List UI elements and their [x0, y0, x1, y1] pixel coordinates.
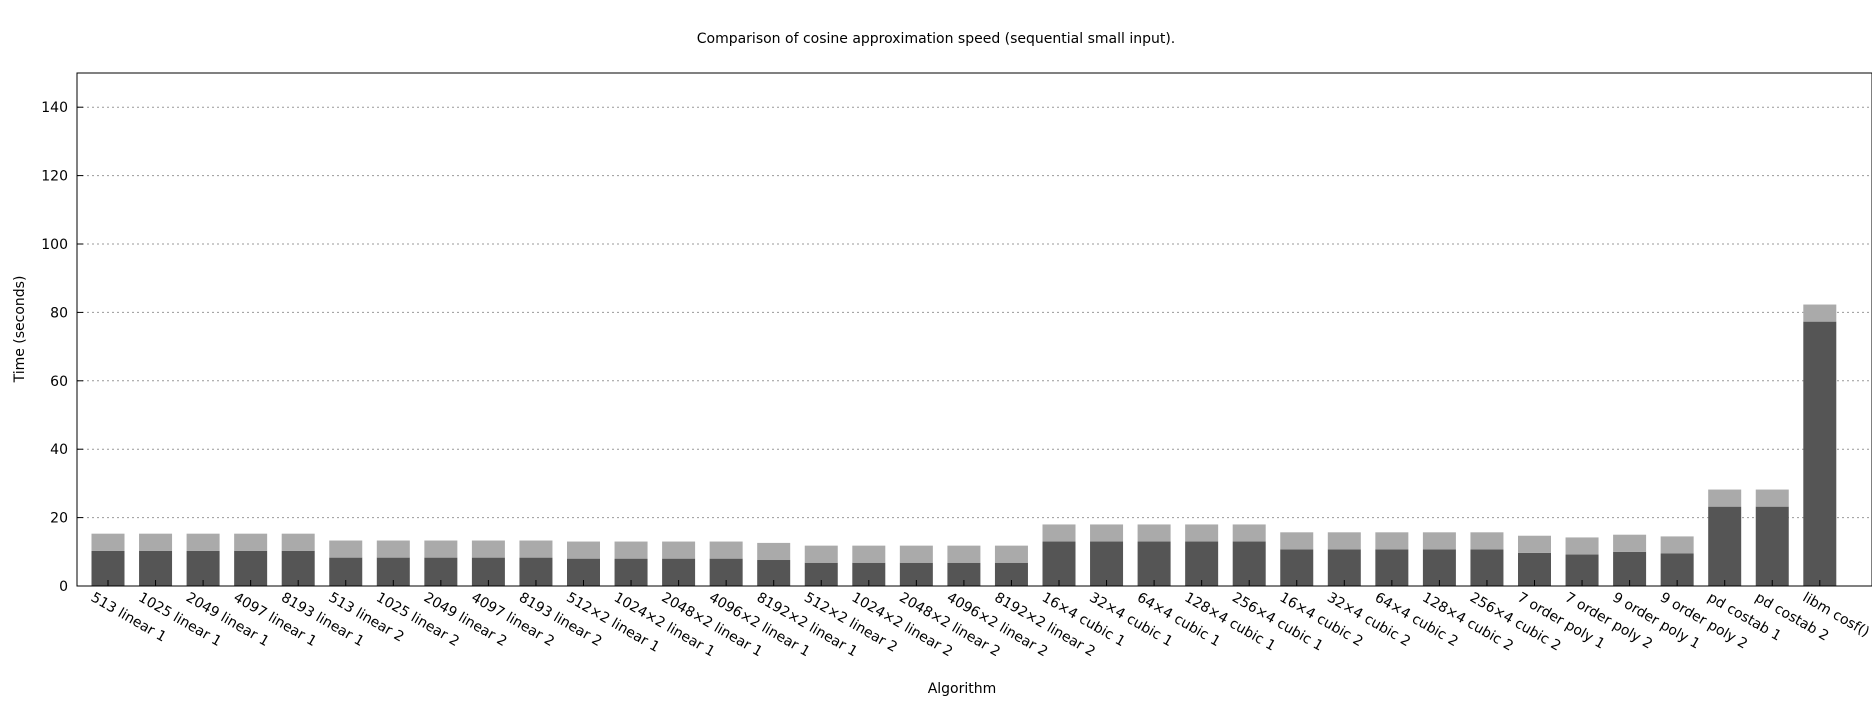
bar-segment-overhead: [1375, 532, 1409, 550]
bar-segment-overhead: [1755, 489, 1789, 507]
bar-segment-overhead: [471, 540, 505, 558]
bar-segment-overhead: [1090, 524, 1124, 542]
bar-segment-overhead: [424, 540, 458, 558]
y-tick-label: 100: [41, 237, 68, 253]
bar-segment-overhead: [1660, 536, 1694, 554]
bar-segment-overhead: [1470, 532, 1504, 550]
bar-segment-overhead: [1422, 532, 1456, 550]
bar-segment-overhead: [234, 533, 268, 551]
bar-segment-overhead: [899, 545, 933, 563]
y-tick-label: 80: [50, 305, 68, 321]
bar-segment-base: [1803, 321, 1837, 586]
bar-segment-base: [1470, 549, 1504, 586]
bar-segment-base: [804, 562, 838, 586]
bar-segment-overhead: [1613, 534, 1647, 552]
bar-segment-base: [1327, 549, 1361, 586]
bar-segment-overhead: [1565, 537, 1599, 555]
bar-segment-base: [1137, 541, 1171, 586]
bar-segment-overhead: [852, 545, 886, 563]
bar-segment-overhead: [329, 540, 363, 558]
bar-segment-overhead: [1042, 524, 1076, 542]
bar-segment-overhead: [1185, 524, 1219, 542]
bar-segment-overhead: [1280, 532, 1314, 550]
y-axis-label: Time (seconds): [12, 276, 28, 384]
y-tick-label: 140: [41, 100, 68, 116]
bar-segment-overhead: [1327, 532, 1361, 550]
bar-segment-overhead: [1518, 535, 1551, 553]
bar-segment-overhead: [947, 545, 981, 563]
bar-segment-overhead: [1232, 524, 1266, 542]
bar-segment-base: [1090, 541, 1124, 586]
bar-segment-base: [994, 562, 1028, 586]
y-tick-label: 60: [50, 374, 68, 390]
bar-segment-overhead: [1137, 524, 1171, 542]
bar-segment-base: [1232, 541, 1266, 586]
grid-lines: [77, 106, 1872, 519]
bar-segment-overhead: [281, 533, 315, 551]
bar-segment-overhead: [994, 545, 1028, 563]
chart-title: Comparison of cosine approximation speed…: [697, 31, 1176, 47]
bar-segment-overhead: [804, 545, 838, 563]
y-tick-label: 20: [50, 511, 68, 527]
plot-frame: [76, 72, 1872, 587]
bar-segment-base: [947, 562, 981, 586]
bar-segment-overhead: [567, 541, 600, 559]
y-tick-label: 40: [50, 442, 68, 458]
bar-segment-overhead: [186, 533, 220, 551]
x-axis-label: Algorithm: [928, 681, 997, 697]
bar-segment-base: [1185, 541, 1219, 586]
bar-segment-overhead: [614, 541, 648, 559]
bar-segment-base: [1280, 549, 1314, 586]
bar-segment-base: [1042, 541, 1076, 586]
bars: [91, 304, 1837, 586]
bar-segment-overhead: [519, 540, 553, 558]
bar-segment-overhead: [1708, 489, 1742, 507]
y-tick-label: 120: [41, 169, 68, 185]
bar-segment-base: [899, 562, 933, 586]
bar-segment-overhead: [139, 533, 173, 551]
bar-segment-overhead: [662, 541, 696, 559]
bar-segment-overhead: [1803, 304, 1837, 322]
y-axis-ticks: 0 20 40 60 80 100 120 140: [41, 100, 83, 595]
bar-segment-base: [852, 562, 886, 586]
bar-segment-base: [1422, 549, 1456, 586]
bar-segment-base: [1708, 506, 1742, 586]
bar-segment-overhead: [376, 540, 410, 558]
bar-segment-base: [1755, 506, 1789, 586]
bar-segment-overhead: [91, 533, 125, 551]
bar-segment-overhead: [709, 541, 743, 559]
bar-segment-base: [1375, 549, 1409, 586]
y-tick-label: 0: [59, 579, 68, 595]
bar-segment-overhead: [757, 542, 791, 561]
